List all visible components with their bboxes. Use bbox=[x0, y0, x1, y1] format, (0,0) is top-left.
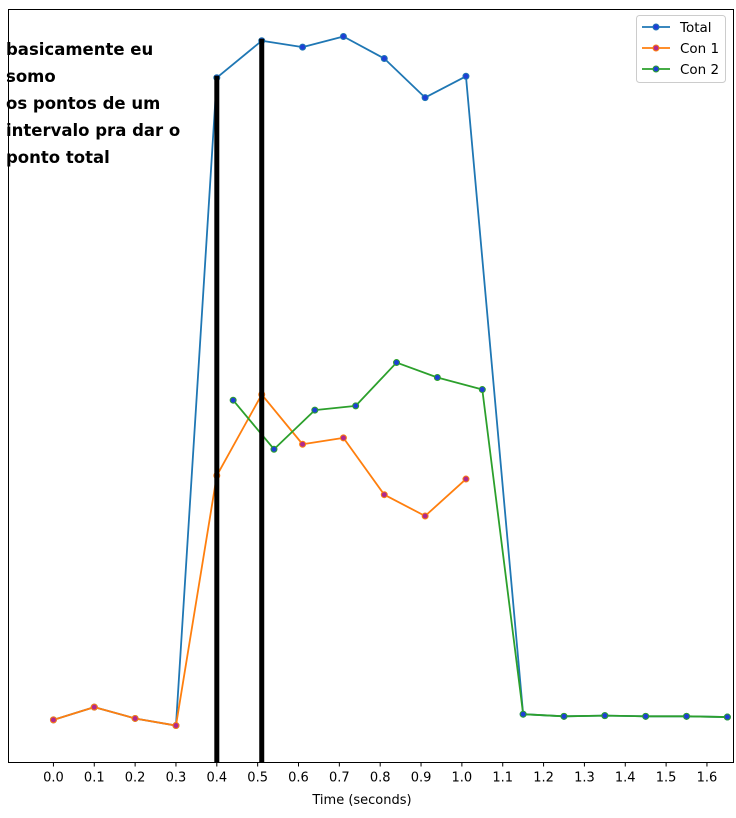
legend-box bbox=[636, 15, 726, 83]
data-point-con-2 bbox=[352, 402, 360, 410]
x-tick-label: 0.3 bbox=[166, 771, 187, 786]
x-tick-label: 0.5 bbox=[247, 771, 268, 786]
data-point-total bbox=[339, 32, 347, 40]
x-tick-label: 0.6 bbox=[288, 771, 309, 786]
x-tick-label: 1.2 bbox=[533, 771, 554, 786]
x-tick-label: 0.9 bbox=[411, 771, 432, 786]
data-point-con-1 bbox=[172, 722, 180, 730]
data-point-con-1 bbox=[380, 491, 388, 499]
data-point-con-2 bbox=[642, 712, 650, 720]
data-point-con-1 bbox=[462, 475, 470, 483]
legend-items: Total Con 1 Con 2 bbox=[642, 20, 719, 78]
x-tick-label: 0.7 bbox=[329, 771, 350, 786]
x-tick-label: 0.4 bbox=[206, 771, 227, 786]
legend-label-con-2: Con 2 bbox=[680, 62, 719, 78]
data-point-con-2 bbox=[560, 712, 568, 720]
x-tick-label: 1.5 bbox=[656, 771, 677, 786]
legend-marker-con-2 bbox=[652, 65, 660, 73]
x-tick-label: 1.4 bbox=[615, 771, 636, 786]
plot-area-frame bbox=[8, 9, 734, 763]
data-point-con-2 bbox=[229, 396, 237, 404]
data-point-con-2 bbox=[311, 406, 319, 414]
x-tick-label: 0.0 bbox=[43, 771, 64, 786]
legend-label-total: Total bbox=[679, 20, 712, 36]
data-point-con-2 bbox=[723, 713, 731, 721]
data-point-con-1 bbox=[299, 440, 307, 448]
x-tick-label: 0.1 bbox=[84, 771, 105, 786]
x-tick-label: 1.6 bbox=[697, 771, 718, 786]
data-point-con-1 bbox=[339, 434, 347, 442]
x-tick-label: 1.0 bbox=[452, 771, 473, 786]
data-point-total bbox=[462, 72, 470, 80]
data-point-con-2 bbox=[433, 373, 441, 381]
x-tick-label: 0.2 bbox=[125, 771, 146, 786]
data-point-con-2 bbox=[683, 712, 691, 720]
vertical-marker-layer bbox=[214, 38, 265, 763]
data-point-con-2 bbox=[478, 386, 486, 394]
data-point-con-1 bbox=[90, 703, 98, 711]
data-point-total bbox=[299, 43, 307, 51]
data-point-con-1 bbox=[131, 714, 139, 722]
data-point-con-2 bbox=[519, 710, 527, 718]
data-point-con-2 bbox=[393, 359, 401, 367]
x-tick-label: 1.3 bbox=[574, 771, 595, 786]
data-point-con-1 bbox=[49, 716, 57, 724]
x-axis-label: Time (seconds) bbox=[311, 793, 411, 808]
data-point-total bbox=[421, 94, 429, 102]
data-point-con-2 bbox=[601, 712, 609, 720]
x-tick-label: 0.8 bbox=[370, 771, 391, 786]
legend-marker-con-1 bbox=[652, 44, 660, 52]
annotation-text: basicamente eu somo os pontos de um inte… bbox=[6, 40, 181, 167]
x-tick-label: 1.1 bbox=[492, 771, 513, 786]
data-point-total bbox=[380, 55, 388, 63]
x-axis: 0.0 0.1 0.2 0.3 0.4 0.5 0.6 0.7 0.8 0.9 1.0 1.1 1.2 1… bbox=[43, 762, 718, 786]
legend-label-con-1: Con 1 bbox=[680, 41, 719, 57]
series-line-con-2 bbox=[232, 361, 729, 718]
data-point-con-2 bbox=[270, 445, 278, 453]
legend-marker-total bbox=[652, 23, 660, 31]
data-point-con-1 bbox=[421, 512, 429, 520]
legend: Total Con 1 Con 2 bbox=[636, 15, 726, 83]
